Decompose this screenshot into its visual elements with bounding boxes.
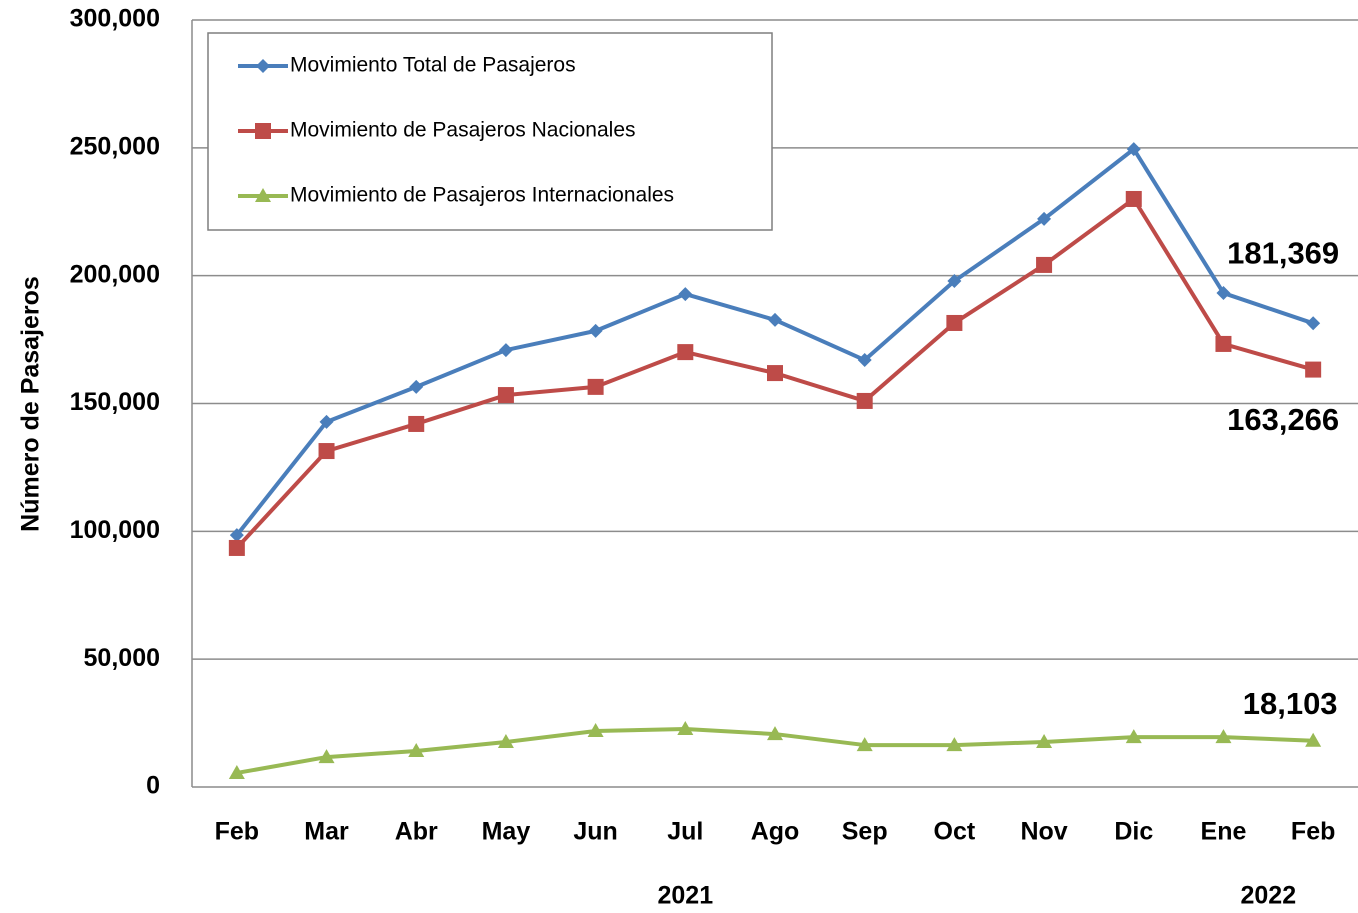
x-tick-label: Mar — [304, 818, 349, 846]
x-tick-label: Feb — [1291, 818, 1335, 846]
marker — [857, 353, 872, 368]
marker — [1216, 286, 1231, 301]
y-tick-label: 50,000 — [84, 644, 160, 672]
marker — [767, 365, 783, 382]
marker — [318, 443, 335, 460]
x-tick-label: Oct — [934, 818, 976, 846]
legend-label: Movimiento Total de Pasajeros — [290, 54, 576, 77]
marker — [1306, 316, 1321, 331]
value-label: 163,266 — [1227, 402, 1339, 437]
marker — [255, 188, 271, 202]
marker — [1036, 734, 1053, 749]
x-tick-label: May — [482, 818, 531, 846]
marker — [497, 387, 514, 404]
marker — [588, 323, 603, 338]
x-tick-label: Sep — [842, 818, 888, 846]
marker — [1215, 335, 1232, 352]
x-tick-label: Nov — [1020, 818, 1067, 846]
marker — [228, 764, 245, 779]
marker — [1036, 256, 1053, 273]
legend-label: Movimiento de Pasajeros Nacionales — [290, 119, 636, 142]
marker — [946, 737, 963, 752]
x-tick-label: Ago — [751, 818, 800, 846]
legend: Movimiento Total de Pasajeros Movimiento … — [207, 32, 773, 231]
marker — [587, 723, 604, 738]
marker — [1125, 190, 1142, 207]
marker — [1305, 361, 1322, 378]
legend-label: Movimiento de Pasajeros Internacionales — [290, 184, 674, 207]
marker — [856, 737, 873, 752]
marker — [497, 734, 514, 749]
marker — [1037, 211, 1052, 226]
marker — [678, 287, 693, 302]
y-tick-label: 250,000 — [70, 132, 160, 160]
marker — [1125, 729, 1142, 744]
y-tick-label: 200,000 — [70, 260, 160, 288]
marker — [856, 392, 873, 409]
x-tick-label: Jul — [667, 818, 703, 846]
marker — [587, 378, 604, 395]
marker — [408, 415, 425, 432]
x-tick-label: Abr — [395, 818, 438, 846]
value-label: 18,103 — [1243, 686, 1338, 721]
value-label: 181,369 — [1227, 235, 1339, 270]
y-tick-label: 100,000 — [70, 516, 160, 544]
marker — [677, 720, 694, 735]
y-tick-label: 0 — [146, 772, 160, 800]
x-tick-label: Dic — [1114, 818, 1153, 846]
marker — [408, 742, 425, 757]
marker — [677, 344, 694, 361]
marker — [767, 726, 783, 741]
marker — [229, 528, 244, 543]
year-label: 2021 — [657, 882, 713, 910]
x-tick-label: Jun — [573, 818, 617, 846]
marker — [319, 414, 334, 429]
marker — [409, 379, 424, 394]
marker — [498, 343, 513, 358]
x-tick-label: Ene — [1201, 818, 1247, 846]
x-tick-label: Feb — [215, 818, 259, 846]
marker — [946, 314, 963, 331]
marker — [228, 539, 245, 556]
y-tick-label: 150,000 — [70, 388, 160, 416]
marker — [1215, 729, 1232, 744]
marker — [318, 749, 335, 764]
y-tick-label: 300,000 — [70, 5, 160, 33]
marker — [256, 59, 270, 73]
year-label: 2022 — [1240, 882, 1296, 910]
marker — [255, 123, 271, 139]
marker — [1305, 732, 1322, 747]
marker — [1126, 142, 1141, 157]
legend-box — [207, 32, 773, 231]
marker — [768, 312, 782, 327]
y-axis-label: Número de Pasajeros — [17, 276, 45, 532]
marker — [947, 274, 962, 289]
